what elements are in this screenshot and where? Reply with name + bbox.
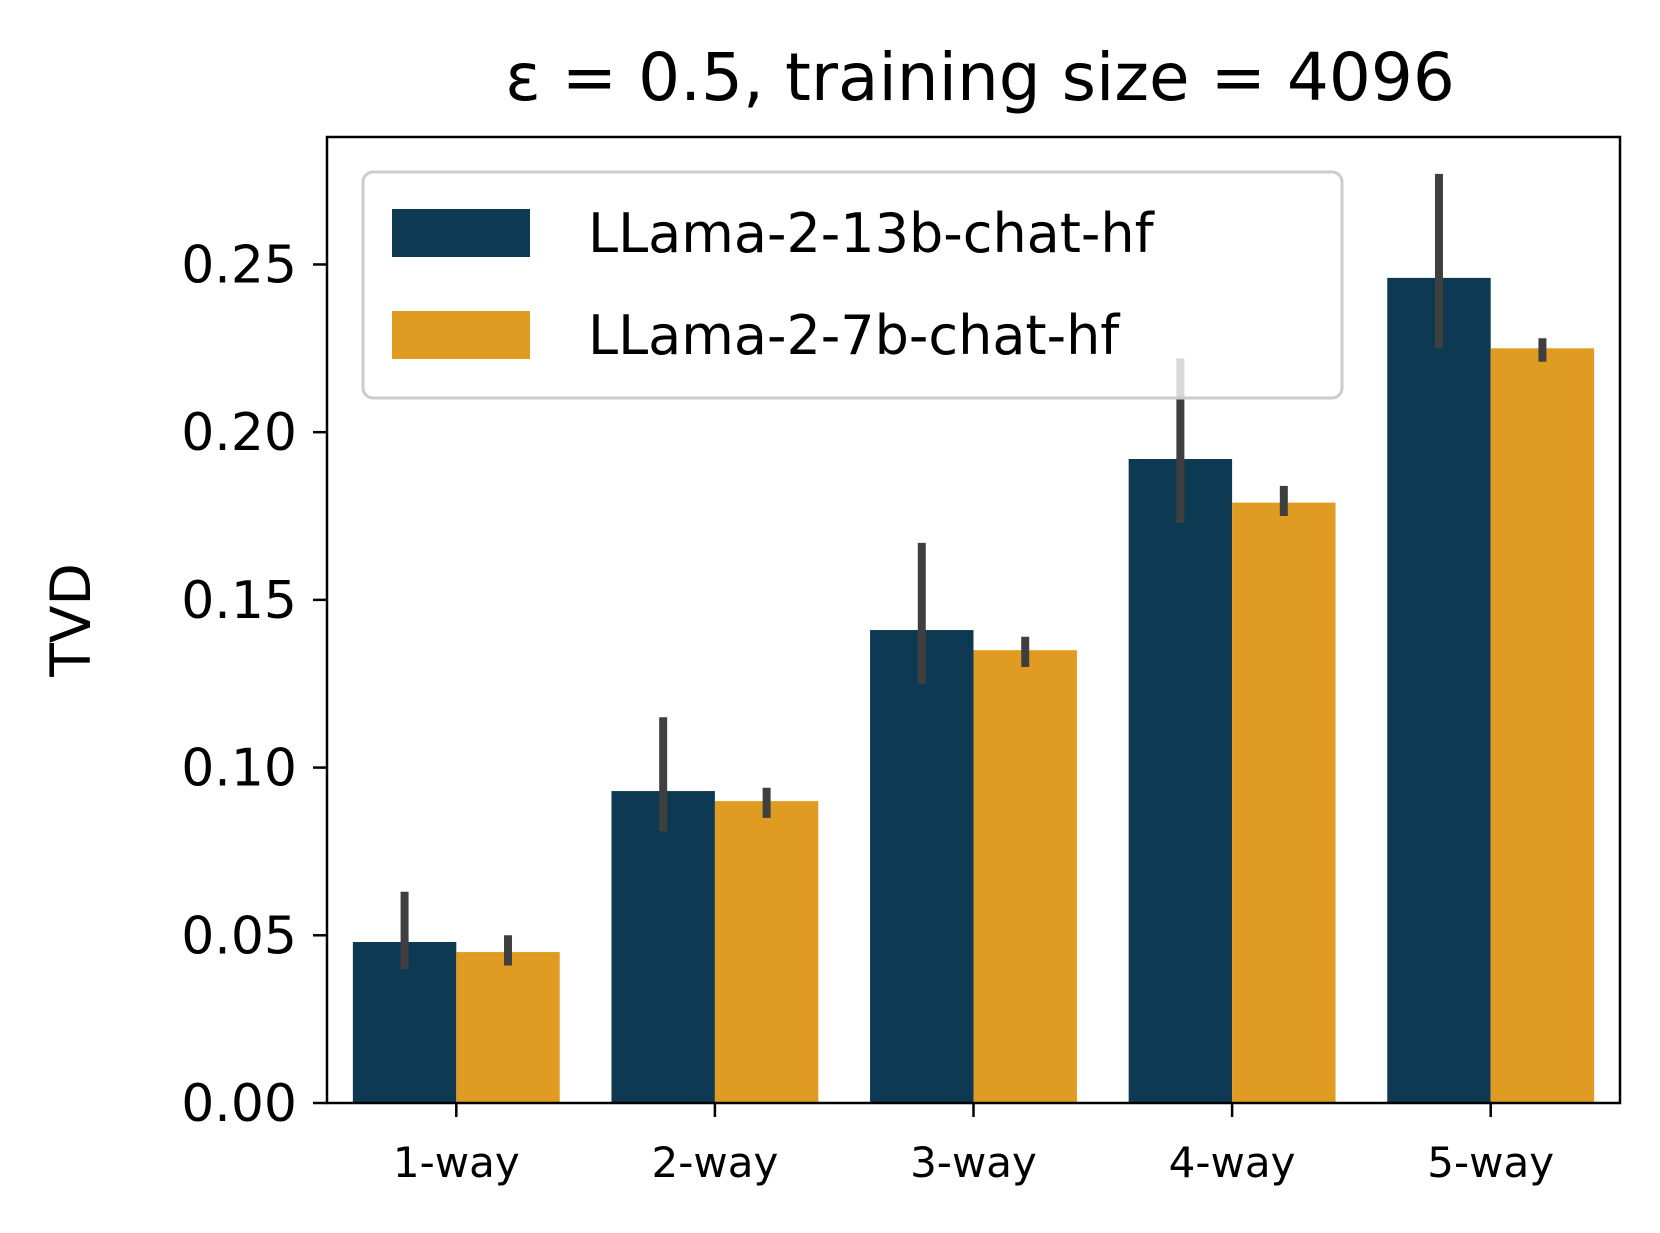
y-tick-label: 0.25 (181, 235, 297, 295)
bar-7b-1-way (456, 952, 560, 1103)
legend-label-13b: LLama-2-13b-chat-hf (588, 202, 1156, 265)
y-tick-label: 0.05 (181, 906, 297, 966)
legend-swatch-13b (392, 209, 530, 257)
bar-7b-4-way (1232, 502, 1336, 1104)
legend: LLama-2-13b-chat-hf LLama-2-7b-chat-hf (361, 170, 1344, 400)
bar-13b-3-way (870, 630, 974, 1103)
y-tick-label: 0.20 (181, 403, 297, 463)
y-axis-ticks: 0.00 0.05 0.10 0.15 0.20 0.25 (181, 235, 327, 1134)
y-tick-label: 0.10 (181, 739, 297, 799)
y-tick-label: 0.15 (181, 571, 297, 631)
x-tick-label: 1-way (393, 1138, 520, 1187)
x-tick-label: 3-way (910, 1138, 1037, 1187)
legend-label-7b: LLama-2-7b-chat-hf (588, 304, 1121, 367)
bar-7b-3-way (973, 650, 1077, 1103)
legend-frame (361, 170, 1344, 400)
chart-title: ε = 0.5, training size = 4096 (505, 39, 1455, 116)
y-tick-label: 0.00 (181, 1074, 297, 1134)
bar-13b-2-way (611, 791, 715, 1103)
legend-swatch-7b (392, 311, 530, 359)
bar-13b-5-way (1387, 277, 1491, 1103)
x-axis-ticks: 1-way 2-way 3-way 4-way 5-way (393, 1103, 1554, 1187)
x-tick-label: 2-way (651, 1138, 778, 1187)
bar-7b-5-way (1490, 348, 1595, 1103)
y-axis-label: TVD (39, 563, 103, 678)
x-tick-label: 5-way (1427, 1138, 1554, 1187)
bar-13b-4-way (1128, 459, 1233, 1103)
bars-layer (352, 277, 1595, 1104)
bar-7b-2-way (714, 801, 819, 1103)
x-tick-label: 4-way (1169, 1138, 1296, 1187)
